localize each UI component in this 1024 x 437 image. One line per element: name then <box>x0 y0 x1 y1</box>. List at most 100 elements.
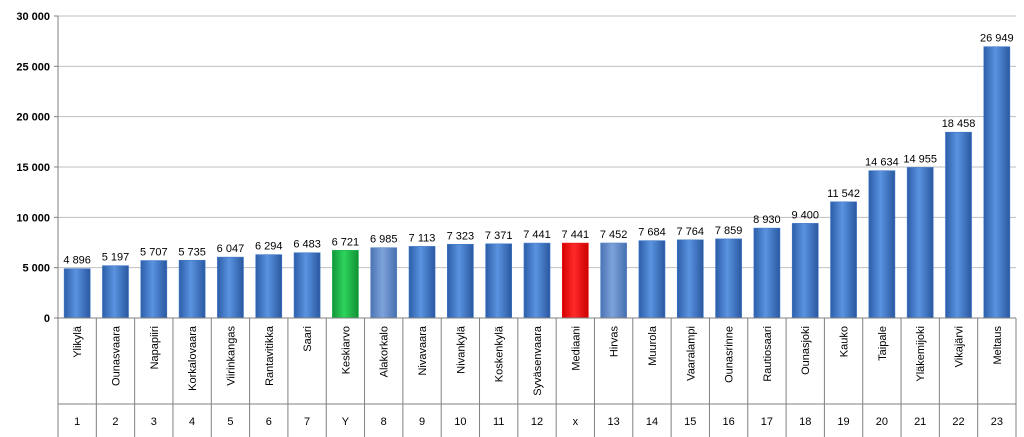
bar <box>676 239 704 319</box>
bar <box>447 243 474 319</box>
category-number: 4 <box>189 416 195 428</box>
category-label: Ounasvaara <box>110 325 122 386</box>
data-label: 7 441 <box>523 229 551 241</box>
category-label: Napapiiri <box>149 326 161 369</box>
category-number: 2 <box>112 416 118 428</box>
category-number: 11 <box>493 416 504 428</box>
data-label: 4 896 <box>63 255 91 267</box>
category-number: 13 <box>608 416 620 428</box>
bar <box>830 201 857 319</box>
category-number: x <box>573 416 579 428</box>
bar <box>638 240 666 319</box>
data-label: 11 542 <box>827 188 860 200</box>
category-number: 23 <box>991 416 1003 428</box>
category-label: Saari <box>302 326 314 352</box>
category-label: Meltaus <box>992 326 1004 365</box>
category-number: Y <box>342 416 350 428</box>
category-number: 18 <box>799 416 811 428</box>
bar <box>906 167 934 319</box>
y-tick-label: 25 000 <box>16 61 50 73</box>
bar <box>217 256 244 319</box>
bar <box>370 247 398 319</box>
data-label: 6 721 <box>332 236 360 248</box>
bars <box>63 46 1011 319</box>
y-tick-label: 30 000 <box>16 11 50 23</box>
category-number: 9 <box>419 416 425 428</box>
bar <box>102 265 129 319</box>
y-tick-label: 15 000 <box>16 162 50 174</box>
data-label: 7 859 <box>715 225 743 237</box>
category-number: 17 <box>761 416 773 428</box>
category-label: Yläkemijoki <box>915 326 927 382</box>
category-label: Nivankylä <box>455 325 467 374</box>
category-number: 14 <box>646 416 658 428</box>
data-label: 7 371 <box>485 230 513 242</box>
category-label: Rautiosaari <box>762 326 774 382</box>
data-label: 7 684 <box>638 227 666 239</box>
data-label: 6 483 <box>293 239 321 251</box>
data-label: 14 634 <box>865 157 899 169</box>
bar <box>945 131 972 319</box>
category-number: 6 <box>266 416 272 428</box>
category-label: Koskenkylä <box>494 325 506 382</box>
data-label: 8 930 <box>753 214 781 226</box>
bar <box>600 242 627 319</box>
data-label: 18 458 <box>942 118 976 130</box>
data-label: 7 452 <box>600 229 628 241</box>
bar <box>63 268 91 319</box>
category-label: Viirinkangas <box>225 326 237 386</box>
y-tick-label: 10 000 <box>16 212 50 224</box>
category-number: 21 <box>914 416 926 428</box>
data-label: 6 294 <box>255 241 283 253</box>
bar <box>561 242 589 319</box>
data-label: 7 323 <box>447 230 475 242</box>
data-label: 7 441 <box>562 229 590 241</box>
bar <box>293 252 321 319</box>
data-label: 6 047 <box>217 243 245 255</box>
data-label: 5 197 <box>102 252 130 264</box>
bar <box>715 238 742 319</box>
category-label: Alakorkalo <box>379 326 391 377</box>
category-number: 22 <box>952 416 964 428</box>
data-label: 5 735 <box>178 246 206 258</box>
category-label: Taipale <box>877 326 889 361</box>
data-labels: 4 896 5 197 5 707 5 735 6 047 6 294 6 483 6 721… <box>63 33 1013 267</box>
category-label: Syväsenvaara <box>532 325 544 396</box>
category-label: Muurola <box>647 325 659 366</box>
category-number: 3 <box>151 416 157 428</box>
bar <box>868 170 896 319</box>
category-label: Hirvas <box>609 326 621 358</box>
y-tick-label: 20 000 <box>16 112 50 124</box>
category-label: Ylikylä <box>72 325 84 358</box>
category-label: Ounasjoki <box>800 326 812 375</box>
y-tick-label: 5 000 <box>22 263 50 275</box>
category-label: Vaaralampi <box>685 326 697 381</box>
y-tick-label: 0 <box>44 313 50 325</box>
category-number: 10 <box>454 416 466 428</box>
data-label: 7 764 <box>677 226 705 238</box>
bar <box>255 254 283 319</box>
category-label: Rantavitikka <box>264 325 276 386</box>
bar <box>753 227 781 319</box>
category-label: Kauko <box>839 326 851 357</box>
bar <box>140 260 168 319</box>
category-label: Mediaani <box>570 326 582 371</box>
category-number: 8 <box>381 416 387 428</box>
category-label: Ounasrinne <box>724 326 736 383</box>
axes: 0 5 000 10 000 15 000 20 000 25 000 30 000 Ylik… <box>16 11 1017 437</box>
bar <box>408 246 436 319</box>
category-number: 19 <box>837 416 849 428</box>
category-number: 15 <box>684 416 696 428</box>
category-label: Keskiarvo <box>340 326 352 374</box>
category-label: Korkalovaara <box>187 325 199 391</box>
bar <box>178 259 206 319</box>
category-label: Vikajärvi <box>954 326 966 367</box>
category-label: Nivavaara <box>417 325 429 375</box>
data-label: 14 955 <box>903 153 937 165</box>
bar <box>485 243 513 319</box>
category-number: 12 <box>531 416 543 428</box>
bar <box>983 46 1011 319</box>
bar <box>523 242 551 319</box>
data-label: 7 113 <box>409 232 436 244</box>
